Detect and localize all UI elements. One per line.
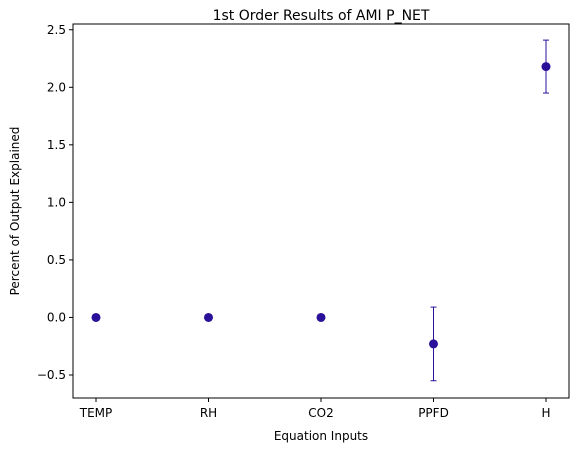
plot-area: −0.5 0.0 0.5 1.0 1.5 2.0 2.5 TEMP RH CO2 PPFD H	[37, 23, 551, 420]
data-point	[541, 62, 551, 72]
data-point	[204, 312, 213, 322]
x-axis-label: Equation Inputs	[274, 429, 368, 443]
y-tick-label: 2.0	[47, 80, 66, 94]
data-point	[429, 339, 438, 349]
x-tick-label: PPFD	[418, 406, 449, 420]
data-point	[316, 312, 326, 322]
chart-title: 1st Order Results of AMI P_NET	[213, 8, 430, 24]
y-tick-label: 1.0	[47, 195, 66, 209]
y-tick-label: −0.5	[37, 368, 66, 382]
x-tick-label: H	[541, 406, 550, 420]
x-tick-label: RH	[200, 406, 217, 420]
data-point	[91, 312, 101, 322]
plot-frame	[72, 23, 570, 399]
y-tick-label: 0.5	[47, 253, 66, 267]
y-tick-label: 0.0	[47, 310, 66, 324]
y-tick-label: 2.5	[47, 23, 66, 37]
x-tick-label: CO2	[308, 406, 333, 420]
x-tick-label: TEMP	[79, 406, 113, 420]
y-tick-label: 1.5	[47, 138, 66, 152]
y-axis-label: Percent of Output Explained	[8, 127, 22, 296]
